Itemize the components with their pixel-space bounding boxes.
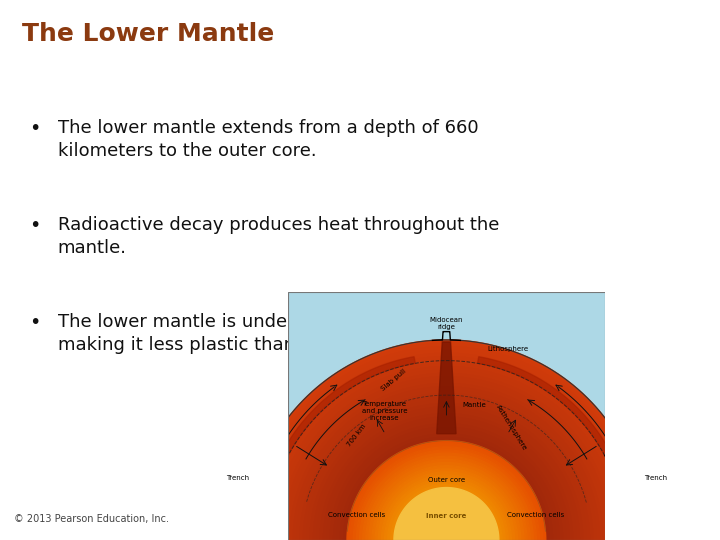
Text: Trench: Trench: [226, 475, 249, 481]
Polygon shape: [300, 394, 593, 540]
Text: Trench: Trench: [644, 475, 667, 481]
Polygon shape: [253, 347, 640, 540]
Polygon shape: [261, 357, 415, 524]
Polygon shape: [320, 414, 572, 540]
Polygon shape: [263, 357, 630, 540]
Text: Slab pull: Slab pull: [380, 368, 408, 392]
Polygon shape: [375, 469, 518, 540]
Text: The Lower Mantle: The Lower Mantle: [22, 22, 274, 45]
Polygon shape: [266, 360, 626, 540]
Polygon shape: [356, 450, 536, 540]
Polygon shape: [250, 343, 643, 540]
Polygon shape: [310, 404, 582, 540]
Text: Asthenosphere: Asthenosphere: [495, 404, 528, 451]
Polygon shape: [260, 353, 633, 540]
Polygon shape: [297, 390, 596, 540]
Polygon shape: [343, 437, 549, 540]
Polygon shape: [293, 387, 600, 540]
Polygon shape: [317, 410, 576, 540]
Text: Convection cells: Convection cells: [328, 512, 385, 518]
Polygon shape: [366, 460, 527, 540]
Polygon shape: [372, 465, 521, 540]
Polygon shape: [307, 400, 586, 540]
Polygon shape: [303, 397, 590, 540]
Polygon shape: [387, 481, 505, 540]
Polygon shape: [347, 441, 546, 540]
Polygon shape: [378, 472, 515, 540]
Polygon shape: [437, 342, 456, 434]
Polygon shape: [341, 434, 552, 540]
Polygon shape: [327, 421, 566, 540]
Text: 700 km: 700 km: [346, 423, 367, 448]
Polygon shape: [350, 444, 543, 540]
Polygon shape: [276, 370, 616, 540]
Polygon shape: [391, 484, 502, 540]
Polygon shape: [359, 453, 534, 540]
Polygon shape: [394, 488, 499, 540]
Polygon shape: [369, 463, 524, 540]
Polygon shape: [330, 424, 562, 540]
Text: •: •: [29, 216, 40, 235]
Polygon shape: [273, 367, 620, 540]
Text: Radioactive decay produces heat throughout the
mantle.: Radioactive decay produces heat througho…: [58, 216, 499, 257]
Polygon shape: [287, 380, 606, 540]
Polygon shape: [246, 340, 647, 540]
Text: Lithosphere: Lithosphere: [488, 346, 529, 352]
Polygon shape: [363, 456, 530, 540]
Text: The lower mantle is under great pressure,
making it less plastic than the upper : The lower mantle is under great pressure…: [58, 313, 464, 354]
Text: Convection cells: Convection cells: [508, 512, 564, 518]
Polygon shape: [283, 377, 610, 540]
Polygon shape: [382, 475, 511, 540]
Text: •: •: [29, 119, 40, 138]
Polygon shape: [384, 478, 508, 540]
Text: Mantle: Mantle: [462, 402, 486, 408]
Text: Inner core: Inner core: [426, 514, 467, 519]
Polygon shape: [323, 417, 570, 540]
Polygon shape: [477, 357, 631, 524]
Polygon shape: [280, 374, 613, 540]
Text: Midocean
ridge: Midocean ridge: [430, 317, 463, 330]
Text: © 2013 Pearson Education, Inc.: © 2013 Pearson Education, Inc.: [14, 514, 169, 524]
Polygon shape: [256, 350, 636, 540]
Polygon shape: [354, 447, 539, 540]
Polygon shape: [290, 383, 603, 540]
Polygon shape: [313, 407, 580, 540]
Text: Outer core: Outer core: [428, 477, 465, 483]
Text: •: •: [29, 313, 40, 332]
Polygon shape: [337, 430, 556, 540]
Text: The lower mantle extends from a depth of 660
kilometers to the outer core.: The lower mantle extends from a depth of…: [58, 119, 478, 160]
Polygon shape: [333, 427, 559, 540]
Text: Temperature
and pressure
increase: Temperature and pressure increase: [361, 401, 407, 421]
Polygon shape: [270, 363, 623, 540]
